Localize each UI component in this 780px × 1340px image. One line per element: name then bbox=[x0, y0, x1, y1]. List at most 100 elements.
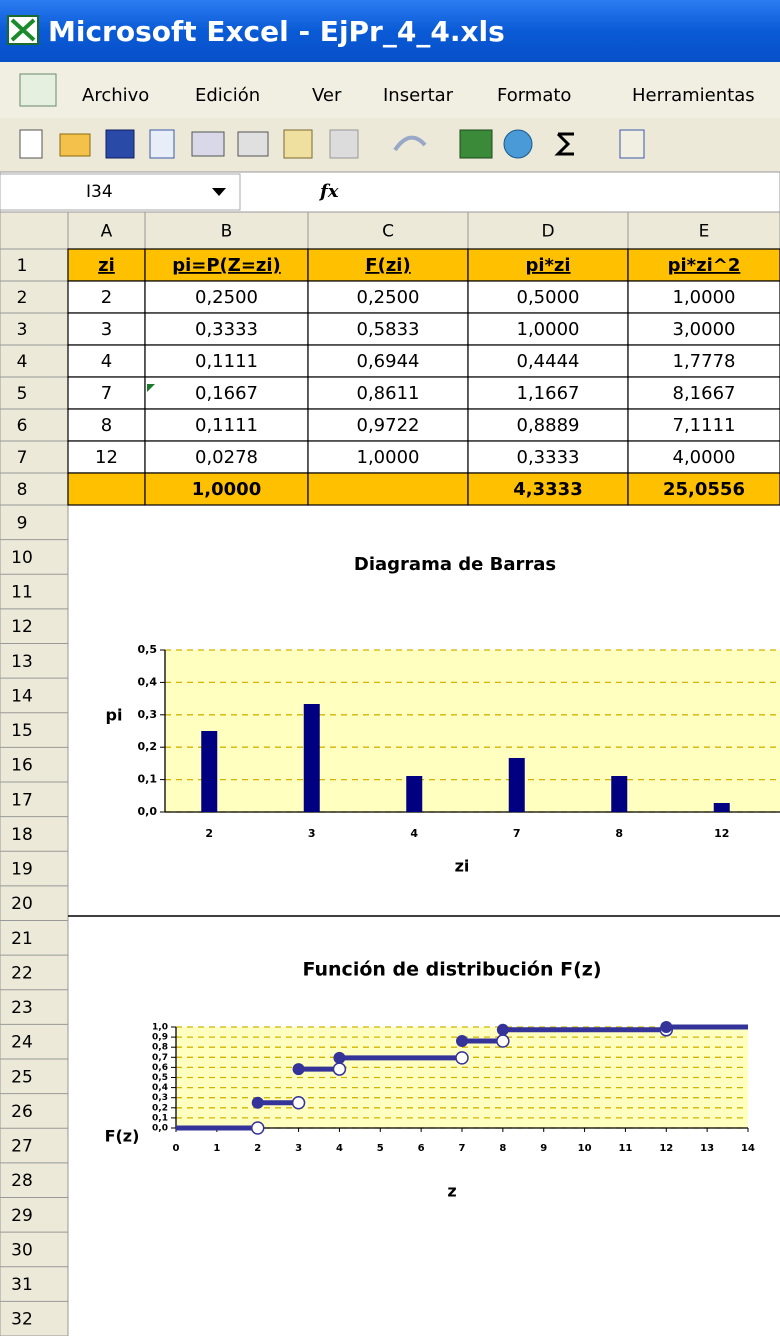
x-tick-label: 8 bbox=[499, 1143, 506, 1154]
cell-text: zi bbox=[98, 255, 115, 276]
y-axis-label: F(z) bbox=[105, 1127, 140, 1146]
x-tick-label: 7 bbox=[513, 827, 521, 840]
row-number: 32 bbox=[11, 1310, 33, 1330]
toolbar-icons bbox=[19, 129, 645, 159]
x-tick-label: 4 bbox=[336, 1143, 343, 1154]
cell bbox=[144, 440, 309, 474]
cell-text: 0,8889 bbox=[517, 415, 580, 436]
menu-item[interactable]: Archivo bbox=[82, 85, 149, 106]
open-point bbox=[496, 1034, 510, 1048]
cell bbox=[307, 440, 469, 474]
cell bbox=[307, 344, 469, 378]
menu-item[interactable]: Ver bbox=[312, 85, 342, 106]
row-number: 5 bbox=[17, 384, 28, 404]
row-number: 22 bbox=[11, 963, 33, 983]
icon-euro[interactable] bbox=[459, 129, 493, 159]
row-number: 16 bbox=[11, 756, 33, 776]
row-number: 14 bbox=[11, 686, 33, 706]
x-tick-label: 5 bbox=[377, 1143, 384, 1154]
cell bbox=[467, 280, 629, 314]
icon-print[interactable] bbox=[191, 131, 225, 157]
cell-text: 0,3333 bbox=[195, 319, 258, 340]
icon-paste[interactable] bbox=[329, 129, 359, 159]
x-tick-label: 2 bbox=[205, 827, 213, 840]
icon-research[interactable] bbox=[283, 129, 313, 159]
y-tick-label: 0,4 bbox=[152, 1083, 168, 1093]
closed-point bbox=[660, 1021, 673, 1033]
x-tick-label: 12 bbox=[659, 1143, 673, 1154]
cell-text: 3,0000 bbox=[673, 319, 736, 340]
name-box[interactable] bbox=[0, 173, 241, 211]
doc-icon bbox=[19, 73, 57, 107]
x-axis-label: zi bbox=[455, 857, 470, 876]
x-tick-label: 8 bbox=[615, 827, 623, 840]
y-tick-label: 0,0 bbox=[152, 1124, 168, 1134]
cell bbox=[307, 280, 469, 314]
icon-save[interactable] bbox=[105, 129, 135, 159]
cell-text: 2 bbox=[101, 287, 112, 308]
menu-item[interactable]: Formato bbox=[497, 85, 571, 106]
open-point bbox=[250, 1121, 265, 1135]
cell bbox=[307, 248, 469, 282]
y-tick-label: 0,6 bbox=[152, 1063, 168, 1073]
cell bbox=[67, 312, 146, 346]
bar bbox=[713, 802, 730, 812]
open-point bbox=[291, 1096, 306, 1110]
icon-sort[interactable] bbox=[619, 129, 645, 159]
window-title: Microsoft Excel - EjPr_4_4.xls bbox=[48, 15, 505, 48]
row-number: 26 bbox=[11, 1102, 33, 1122]
fx-label[interactable]: fx bbox=[318, 181, 339, 202]
row-number: 1 bbox=[17, 256, 28, 276]
cell-text: F(zi) bbox=[365, 255, 410, 276]
icon-link[interactable] bbox=[503, 129, 533, 159]
app-icon-x bbox=[10, 18, 36, 42]
cell-text: 0,5000 bbox=[517, 287, 580, 308]
row-number: 25 bbox=[11, 1067, 33, 1087]
cell bbox=[627, 472, 780, 506]
row-number: 2 bbox=[17, 288, 28, 308]
cell bbox=[144, 376, 309, 410]
menu-item[interactable]: Herramientas bbox=[632, 85, 755, 106]
icon-open[interactable] bbox=[59, 133, 91, 157]
plot-area bbox=[165, 650, 780, 812]
cell-text: pi*zi bbox=[525, 255, 570, 276]
column-header: E bbox=[699, 222, 710, 242]
name-box-dropdown[interactable] bbox=[212, 188, 226, 196]
row-number: 30 bbox=[11, 1240, 33, 1260]
row-number: 20 bbox=[11, 894, 33, 914]
icon-permission[interactable] bbox=[149, 129, 175, 159]
row-number: 7 bbox=[17, 448, 28, 468]
cell bbox=[467, 408, 629, 442]
title-bar bbox=[0, 0, 780, 62]
x-tick-label: 10 bbox=[578, 1143, 592, 1154]
column-header: A bbox=[101, 222, 113, 242]
bar bbox=[201, 731, 218, 812]
menu-item[interactable]: Edición bbox=[195, 85, 260, 106]
icon-new[interactable] bbox=[19, 129, 43, 159]
closed-point bbox=[333, 1051, 346, 1064]
column-header: C bbox=[382, 222, 394, 242]
open-point bbox=[455, 1051, 469, 1065]
cell bbox=[467, 248, 629, 282]
cell bbox=[307, 472, 469, 506]
bar bbox=[406, 776, 423, 812]
cell-text: 0,1111 bbox=[195, 351, 258, 372]
y-tick-label: 0,0 bbox=[138, 805, 158, 818]
cell bbox=[307, 408, 469, 442]
y-tick-label: 0,4 bbox=[138, 675, 158, 688]
icon-undo[interactable] bbox=[393, 135, 427, 152]
icon-preview[interactable] bbox=[237, 131, 269, 157]
cell-text: 0,8611 bbox=[357, 383, 420, 404]
row-number: 13 bbox=[11, 652, 33, 672]
row-number: 11 bbox=[11, 583, 33, 603]
x-tick-label: 13 bbox=[700, 1143, 714, 1154]
y-tick-label: 1,0 bbox=[152, 1023, 168, 1033]
closed-point bbox=[251, 1096, 264, 1109]
menu-item[interactable]: Insertar bbox=[383, 85, 454, 106]
x-tick-label: 6 bbox=[418, 1143, 425, 1154]
cell-text: 0,5833 bbox=[357, 319, 420, 340]
x-tick-label: 14 bbox=[741, 1143, 755, 1154]
cell-text: 0,1111 bbox=[195, 415, 258, 436]
icon-sum[interactable] bbox=[554, 132, 574, 156]
